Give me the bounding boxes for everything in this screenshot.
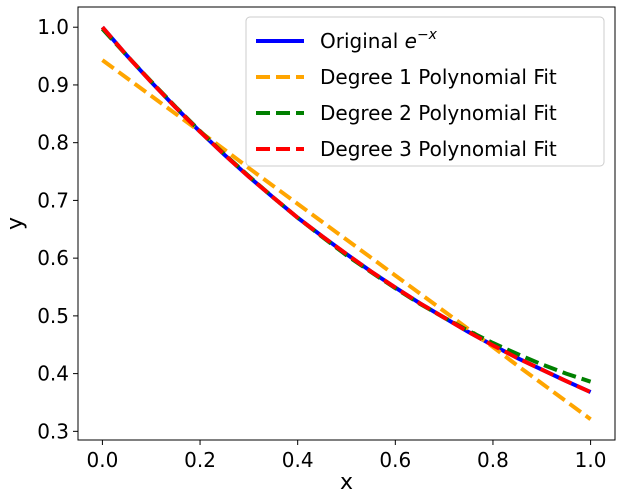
legend: Original e−x Degree 1 Polynomial Fit Degre…: [245, 16, 605, 167]
legend-label-2: Degree 1 Polynomial Fit: [320, 65, 557, 89]
series-line-2: [101, 58, 592, 421]
y-tick-label: 0.9: [37, 73, 69, 97]
legend-label-4: Degree 3 Polynomial Fit: [320, 137, 557, 161]
y-tick-label: 0.3: [37, 419, 69, 443]
ticks-layer: 0.0 0.2 0.4 0.6 0.8 1.0 0.3 0.4 0.5 0.6 0.7 0.8 0.9 1…: [37, 15, 606, 472]
x-axis-label: x: [340, 470, 353, 495]
series-line-3: [100, 27, 592, 384]
x-tick-label: 0.0: [87, 448, 119, 472]
y-tick-label: 0.6: [37, 246, 69, 270]
x-tick-label: 0.6: [379, 448, 411, 472]
y-tick-label: 1.0: [37, 15, 69, 39]
y-axis-label: y: [3, 217, 28, 230]
y-tick-label: 0.8: [37, 131, 69, 155]
x-tick-label: 0.2: [184, 448, 216, 472]
y-tick-label: 0.4: [37, 362, 69, 386]
legend-label-1: Original e−x: [320, 27, 438, 53]
series-line-4: [100, 25, 592, 394]
legend-box: [245, 16, 605, 167]
legend-label-3: Degree 2 Polynomial Fit: [320, 101, 557, 125]
axes-layer: [77, 6, 616, 441]
x-tick-label: 0.8: [477, 448, 509, 472]
x-tick-label: 1.0: [575, 448, 607, 472]
y-tick-label: 0.5: [37, 304, 69, 328]
series-layer: [100, 25, 592, 421]
plot-frame: [77, 6, 616, 441]
x-tick-label: 0.4: [282, 448, 314, 472]
y-tick-label: 0.7: [37, 188, 69, 212]
